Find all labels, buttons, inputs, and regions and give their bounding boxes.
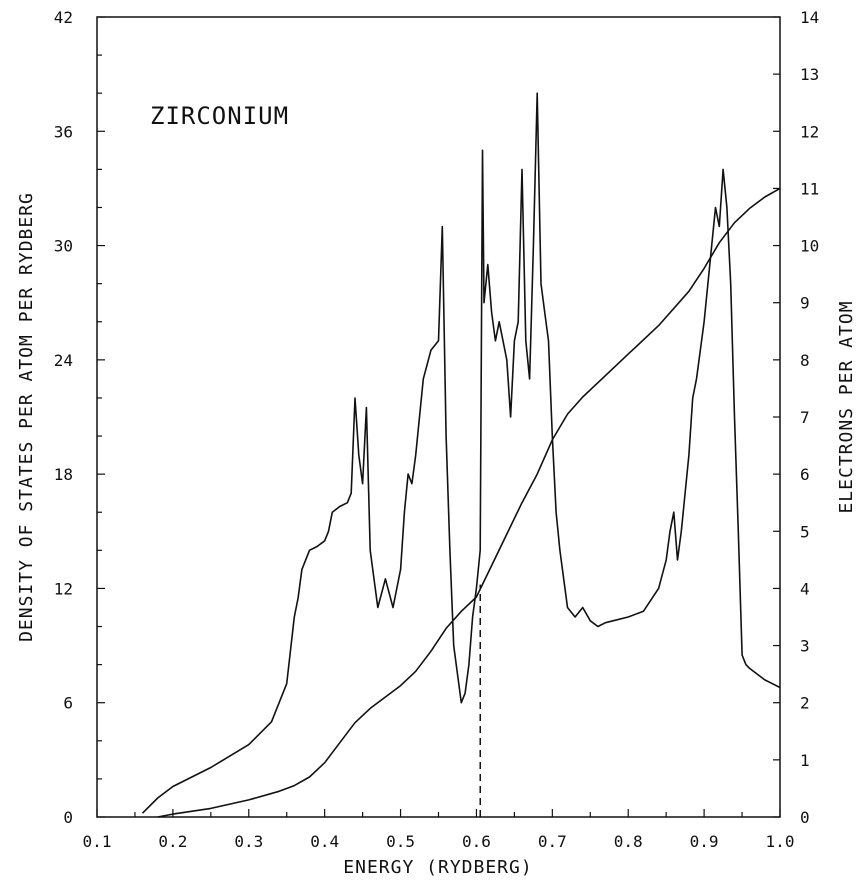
chart-annotation-zirconium: ZIRCONIUM xyxy=(150,102,289,130)
y-left-tick-label: 24 xyxy=(54,351,73,370)
x-axis-title: ENERGY (RYDBERG) xyxy=(343,857,532,878)
y-left-tick-label: 18 xyxy=(54,465,73,484)
y-right-tick-label: 9 xyxy=(800,294,810,313)
axis-ticks xyxy=(96,16,781,818)
series-density-of-states-line xyxy=(141,92,781,814)
x-tick-label: 0.3 xyxy=(234,832,263,851)
axis-tick-labels: 0.1 0.2 0.3 0.4 0.5 0.6 0.7 0.8 0.9 1.00612182430… xyxy=(54,8,820,851)
x-tick-label: 1.0 xyxy=(766,832,795,851)
y-left-tick-label: 36 xyxy=(54,122,73,141)
y-left-tick-label: 12 xyxy=(54,579,73,598)
y-right-tick-label: 11 xyxy=(800,179,819,198)
y-axis-left-title: DENSITY OF STATES PER ATOM PER RYDBERG xyxy=(16,192,37,642)
y-left-tick-label: 42 xyxy=(54,8,73,27)
y-right-tick-label: 5 xyxy=(800,522,810,541)
x-tick-label: 0.8 xyxy=(614,832,643,851)
x-tick-label: 0.1 xyxy=(83,832,112,851)
y-right-tick-label: 6 xyxy=(800,465,810,484)
y-right-tick-label: 12 xyxy=(800,122,819,141)
series-electrons-per-atom-line xyxy=(157,187,781,818)
x-tick-label: 0.2 xyxy=(158,832,187,851)
y-right-tick-label: 0 xyxy=(800,808,810,827)
y-right-tick-label: 7 xyxy=(800,408,810,427)
y-right-tick-label: 8 xyxy=(800,351,810,370)
plot-frame xyxy=(96,16,781,818)
y-right-tick-label: 13 xyxy=(800,65,819,84)
y-axis-right-title: ELECTRONS PER ATOM xyxy=(836,300,857,513)
x-tick-label: 0.6 xyxy=(462,832,491,851)
y-right-tick-label: 14 xyxy=(800,8,819,27)
y-left-tick-label: 30 xyxy=(54,237,73,256)
y-right-tick-label: 2 xyxy=(800,694,810,713)
y-right-tick-label: 10 xyxy=(800,237,819,256)
y-left-tick-label: 0 xyxy=(63,808,73,827)
y-right-tick-label: 1 xyxy=(800,751,810,770)
y-right-tick-label: 3 xyxy=(800,637,810,656)
series-layer xyxy=(141,92,781,818)
y-left-tick-label: 6 xyxy=(63,694,73,713)
x-tick-label: 0.9 xyxy=(690,832,719,851)
x-tick-label: 0.5 xyxy=(386,832,415,851)
y-right-tick-label: 4 xyxy=(800,579,810,598)
x-tick-label: 0.7 xyxy=(538,832,567,851)
x-tick-label: 0.4 xyxy=(310,832,339,851)
